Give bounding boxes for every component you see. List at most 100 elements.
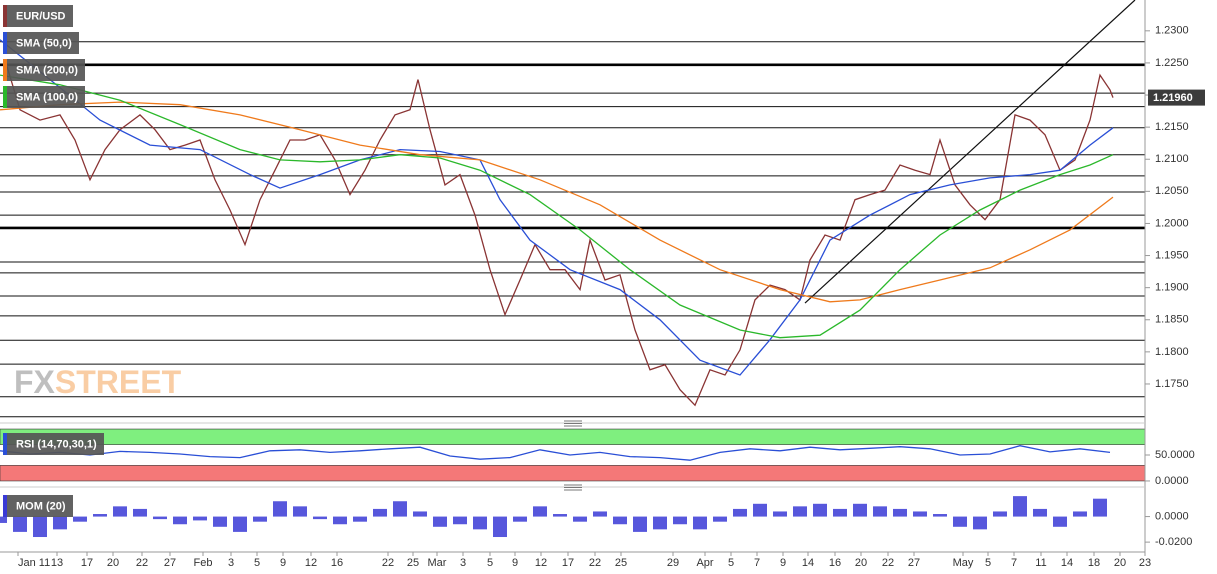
y-tick-label: 1.2150 <box>1155 121 1189 133</box>
legend-label: SMA (50,0) <box>16 37 72 49</box>
bar <box>233 516 247 532</box>
bar <box>333 516 347 525</box>
legend-box <box>3 32 79 54</box>
series-line <box>0 74 1114 339</box>
x-tick-label: 27 <box>908 557 920 569</box>
watermark: FXSTREET <box>14 364 182 400</box>
legend-box <box>3 86 85 108</box>
x-tick-label: 16 <box>331 557 343 569</box>
legend-swatch <box>3 433 7 455</box>
resize-handle[interactable] <box>564 484 582 491</box>
legend-label: RSI (14,70,30,1) <box>16 438 97 450</box>
y-tick-label: 1.1950 <box>1155 249 1189 261</box>
bar <box>433 516 447 527</box>
bar <box>693 516 707 530</box>
bar <box>493 516 507 538</box>
band <box>0 428 1146 445</box>
legend-label: SMA (100,0) <box>16 91 78 103</box>
last-price-tag <box>1148 89 1205 106</box>
legend-box <box>3 59 85 81</box>
legend-swatch <box>3 32 7 54</box>
bar <box>553 514 567 517</box>
bar <box>713 516 727 522</box>
bar <box>173 516 187 525</box>
y-tick-label: 1.1900 <box>1155 282 1189 294</box>
series-line <box>0 101 1114 303</box>
y-tick-label: 1.1800 <box>1155 346 1189 358</box>
series-line <box>4 59 1114 407</box>
x-tick-label: 22 <box>589 557 601 569</box>
x-tick-label: 22 <box>882 557 894 569</box>
legend-label: SMA (200,0) <box>16 64 78 76</box>
bar <box>973 516 987 530</box>
x-tick-label: 9 <box>780 557 786 569</box>
bar <box>133 508 147 517</box>
x-tick-label: 13 <box>51 557 63 569</box>
y-tick-label: -0.0200 <box>1155 536 1192 548</box>
series-line <box>0 39 1114 376</box>
x-tick-label: 7 <box>1011 557 1017 569</box>
bar <box>733 508 747 517</box>
y-tick-label: 1.2300 <box>1155 25 1189 37</box>
bar <box>33 516 47 538</box>
legend-box <box>3 5 73 27</box>
x-tick-label: Jan 11 <box>18 557 50 569</box>
bar <box>313 516 327 520</box>
bar <box>953 516 967 527</box>
trendline <box>804 0 1136 304</box>
legend-box <box>3 433 104 455</box>
bar <box>293 506 307 517</box>
bar <box>1073 511 1087 517</box>
bar <box>0 516 7 523</box>
legend-box <box>3 495 73 517</box>
bar <box>833 508 847 517</box>
bar <box>773 511 787 517</box>
x-tick-label: 25 <box>615 557 627 569</box>
x-tick-label: 3 <box>228 557 234 569</box>
x-tick-label: 14 <box>1061 557 1073 569</box>
legend-swatch <box>3 5 7 27</box>
band <box>0 465 1146 482</box>
bar <box>753 503 767 517</box>
x-tick-label: May <box>953 557 974 569</box>
x-tick-label: 3 <box>460 557 466 569</box>
x-tick-label: 20 <box>855 557 867 569</box>
y-tick-label: 1.1750 <box>1155 378 1189 390</box>
x-tick-label: 9 <box>512 557 518 569</box>
y-tick-label: 1.2050 <box>1155 185 1189 197</box>
resize-handle[interactable] <box>564 420 582 427</box>
legend-swatch <box>3 86 7 108</box>
y-tick-label: 1.1850 <box>1155 314 1189 326</box>
y-tick-label: 50.0000 <box>1155 449 1195 461</box>
x-tick-label: 23 <box>1139 557 1151 569</box>
bar <box>573 516 587 522</box>
bar <box>393 501 407 517</box>
y-tick-label: 0.0000 <box>1155 510 1189 522</box>
panel: 0.0000 -0.0200 MOM (20) <box>0 495 1192 548</box>
bar <box>933 514 947 517</box>
bar <box>673 516 687 525</box>
bar <box>893 508 907 517</box>
x-tick-label: 5 <box>487 557 493 569</box>
bar <box>113 506 127 517</box>
x-tick-label: 18 <box>1088 557 1100 569</box>
legend-swatch <box>3 495 7 517</box>
y-tick-label: 0.0000 <box>1155 475 1189 487</box>
bar <box>1013 496 1027 517</box>
y-tick-label: 1.2250 <box>1155 57 1189 69</box>
x-tick-label: 9 <box>280 557 286 569</box>
bar <box>213 516 227 527</box>
x-tick-label: 22 <box>136 557 148 569</box>
bar <box>793 506 807 517</box>
x-tick-label: Feb <box>194 557 213 569</box>
x-tick-label: 17 <box>81 557 93 569</box>
x-tick-label: 14 <box>802 557 814 569</box>
watermark-street: STREET <box>55 364 182 400</box>
x-tick-label: 5 <box>254 557 260 569</box>
bar <box>473 516 487 530</box>
legend-label: EUR/USD <box>16 10 66 22</box>
y-tick-label: 1.2000 <box>1155 217 1189 229</box>
bar <box>633 516 647 532</box>
bar <box>513 516 527 522</box>
